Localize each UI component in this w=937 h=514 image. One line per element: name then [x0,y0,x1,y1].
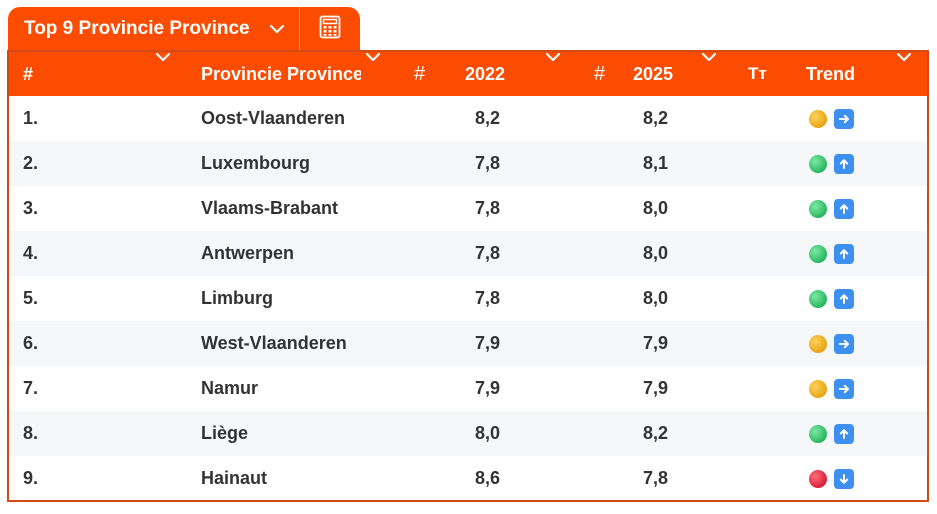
cell-2022: 8,2 [475,108,501,128]
cell-rank: 2. [23,153,39,173]
green-dot-icon [809,289,827,308]
cell-2022: 7,9 [475,333,501,353]
cell-2025: 7,9 [643,378,669,398]
numeric-type-icon: # [594,62,606,85]
table-row: 9. Hainaut 8,6 7,8 [9,456,927,501]
calculator-button[interactable] [300,7,360,51]
cell-province: Namur [201,378,259,398]
tab-label: Top 9 Provincie Province [24,18,250,39]
green-dot-icon [809,244,827,263]
cell-rank: 3. [23,198,39,218]
table-row: 3. Vlaams-Brabant 7,8 8,0 [9,186,927,231]
table-body: 1. Oost-Vlaanderen 8,2 8,2 2. Luxembourg 7,8 8,… [9,96,927,501]
table-row: 8. Liège 8,0 8,2 [9,411,927,456]
cell-2025: 8,2 [643,423,669,443]
table-row: 5. Limburg 7,8 8,0 [9,276,927,321]
cell-2025: 8,0 [643,198,669,218]
column-header-province[interactable]: Provincie Province [201,63,361,84]
table-header: # Provincie Province # 2022 # 2025 Tт Tr… [9,50,927,96]
cell-trend [809,186,854,231]
cell-2025: 7,8 [643,468,669,488]
arrow-up-icon [834,198,854,219]
arrow-right-icon [834,108,854,129]
cell-rank: 5. [23,288,39,308]
cell-rank: 9. [23,468,39,488]
table-row: 2. Luxembourg 7,8 8,1 [9,141,927,186]
green-dot-icon [809,154,827,173]
arrow-down-icon [834,468,854,489]
arrow-up-icon [834,423,854,444]
chevron-down-icon[interactable] [701,52,717,96]
cell-province: Antwerpen [201,243,295,263]
arrow-up-icon [834,153,854,174]
arrow-right-icon [834,333,854,354]
numeric-type-icon: # [414,62,426,85]
cell-trend [809,96,854,141]
cell-2022: 8,0 [475,423,501,443]
cell-2025: 8,0 [643,243,669,263]
green-dot-icon [809,424,827,443]
arrow-right-icon [834,378,854,399]
yellow-dot-icon [809,379,827,398]
cell-trend [809,276,854,321]
arrow-up-icon [834,243,854,264]
column-header-trend[interactable]: Trend [806,63,856,84]
cell-rank: 4. [23,243,39,263]
chevron-down-icon[interactable] [155,52,171,96]
cell-province: Vlaams-Brabant [201,198,339,218]
red-dot-icon [809,469,827,488]
tab-top9-provinces[interactable]: Top 9 Provincie Province [8,7,300,51]
chevron-down-icon[interactable] [365,52,381,96]
cell-2022: 7,9 [475,378,501,398]
cell-rank: 6. [23,333,39,353]
table-row: 7. Namur 7,9 7,9 [9,366,927,411]
table-row: 1. Oost-Vlaanderen 8,2 8,2 [9,96,927,141]
chevron-down-icon[interactable] [545,52,561,96]
cell-trend [809,456,854,501]
text-type-icon: Tт [748,64,767,83]
column-header-rank[interactable]: # [23,63,34,84]
chevron-down-icon[interactable] [896,52,912,96]
province-table: # Provincie Province # 2022 # 2025 Tт Tr… [7,50,929,502]
cell-province: West-Vlaanderen [201,333,347,353]
cell-trend [809,366,854,411]
cell-province: Liège [201,423,249,443]
table-row: 6. West-Vlaanderen 7,9 7,9 [9,321,927,366]
cell-2025: 8,0 [643,288,669,308]
cell-province: Hainaut [201,468,268,488]
green-dot-icon [809,199,827,218]
cell-2022: 7,8 [475,198,501,218]
column-header-2025[interactable]: 2025 [633,63,674,84]
arrow-up-icon [834,288,854,309]
cell-2022: 7,8 [475,243,501,263]
cell-2022: 7,8 [475,153,501,173]
cell-province: Limburg [201,288,273,308]
cell-province: Oost-Vlaanderen [201,108,346,128]
cell-2025: 8,2 [643,108,669,128]
tab-bar: Top 9 Provincie Province [8,7,360,51]
chevron-down-icon[interactable] [269,24,285,34]
cell-2025: 8,1 [643,153,669,173]
cell-2025: 7,9 [643,333,669,353]
cell-rank: 1. [23,108,39,128]
table-row: 4. Antwerpen 7,8 8,0 [9,231,927,276]
cell-trend [809,411,854,456]
cell-rank: 8. [23,423,39,443]
cell-trend [809,141,854,186]
cell-trend [809,231,854,276]
calculator-icon [318,15,342,44]
yellow-dot-icon [809,109,827,128]
column-header-2022[interactable]: 2022 [465,63,506,84]
cell-province: Luxembourg [201,153,311,173]
cell-rank: 7. [23,378,39,398]
cell-2022: 8,6 [475,468,501,488]
cell-2022: 7,8 [475,288,501,308]
cell-trend [809,321,854,366]
yellow-dot-icon [809,334,827,353]
